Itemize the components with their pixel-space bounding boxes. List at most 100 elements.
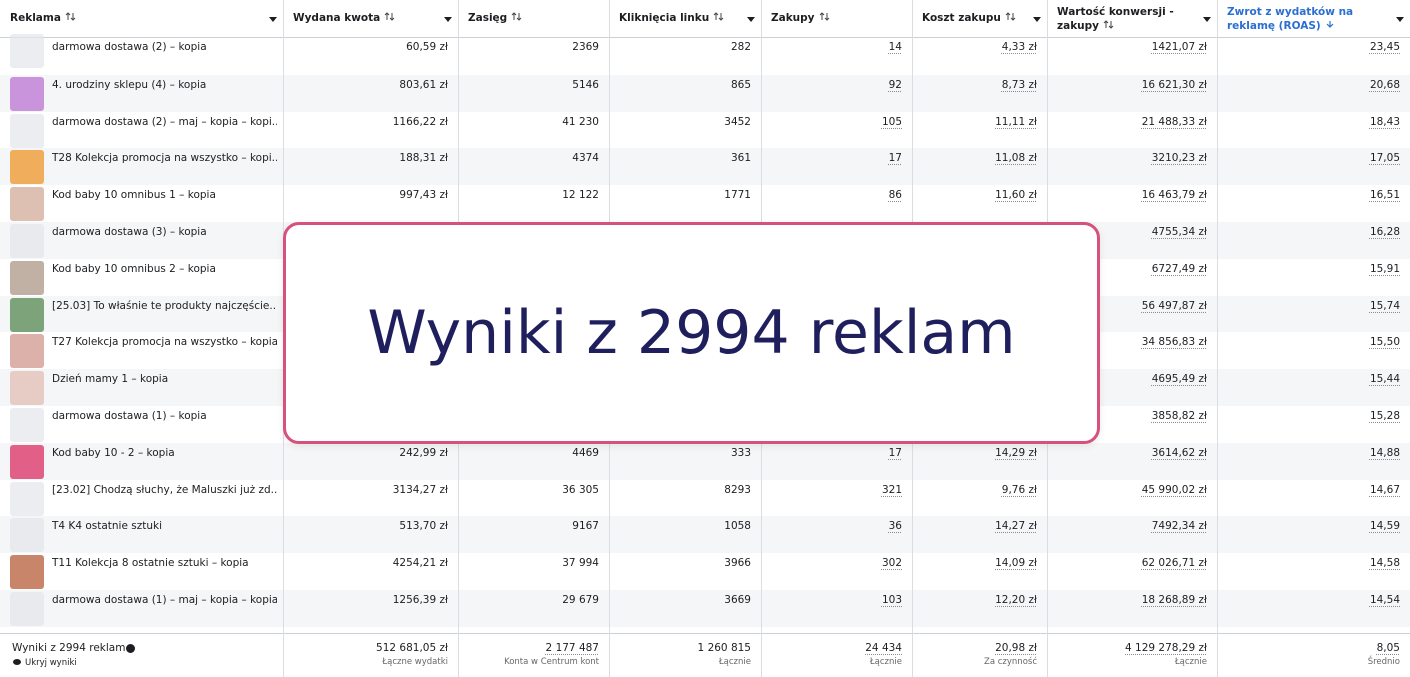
column-header[interactable]: Zakupy xyxy=(771,11,888,25)
cell-value: 6727,49 zł xyxy=(1151,262,1207,275)
dropdown-arrow[interactable] xyxy=(747,17,755,22)
cell-value: 4,33 zł xyxy=(1001,41,1037,53)
cell-value: 15,44 xyxy=(1369,373,1400,386)
ad-name[interactable]: T4 K4 ostatnie sztuki xyxy=(52,520,163,533)
cell-value: 302 xyxy=(881,557,902,570)
sort-icon[interactable] xyxy=(65,12,76,21)
sort-icon[interactable] xyxy=(1325,20,1336,29)
total-label: Za czynność xyxy=(984,657,1037,667)
total-value: 4 129 278,29 zł xyxy=(1125,642,1207,654)
cell-value: 14,67 xyxy=(1369,483,1400,496)
cell-value: 12,20 zł xyxy=(995,594,1037,606)
footer-title: Wyniki z 2994 reklam xyxy=(12,642,126,654)
ad-name[interactable]: darmowa dostawa (3) – kopia xyxy=(52,226,207,238)
ad-name[interactable]: T27 Kolekcja promocja na wszystko – kopi… xyxy=(52,336,277,349)
sort-icon[interactable] xyxy=(384,12,395,21)
cell-value: 4755,34 zł xyxy=(1151,226,1207,238)
cell-value: 1771 xyxy=(724,189,751,202)
overlay-text: Wyniki z 2994 reklam xyxy=(367,298,1016,368)
dropdown-arrow[interactable] xyxy=(1033,17,1041,22)
cell-value: 16,51 xyxy=(1369,189,1400,202)
total-value: 512 681,05 zł xyxy=(376,642,448,654)
cell-value: 105 xyxy=(881,115,902,128)
cell-value: 14,88 xyxy=(1369,446,1400,459)
cell-value: 11,11 zł xyxy=(995,115,1037,128)
dropdown-arrow[interactable] xyxy=(1396,17,1404,22)
column-header[interactable]: Zwrot z wydatków na reklamę (ROAS) xyxy=(1227,6,1354,32)
row-background xyxy=(0,148,1410,186)
cell-value: 282 xyxy=(730,41,751,53)
ad-name[interactable]: Kod baby 10 omnibus 2 – kopia xyxy=(52,262,216,275)
ad-name[interactable]: T11 Kolekcja 8 ostatnie sztuki – kopia xyxy=(52,557,249,570)
thumbnail xyxy=(10,34,44,68)
row-background xyxy=(0,442,1410,480)
cell-value: 15,74 xyxy=(1369,299,1400,312)
cell-value: 18,43 xyxy=(1369,115,1400,128)
dropdown-arrow[interactable] xyxy=(1203,17,1211,22)
ad-name[interactable]: [25.03] To właśnie te produkty najczęści… xyxy=(52,299,277,312)
column-header[interactable]: Kliknięcia linku xyxy=(619,11,737,25)
cell-value: 92 xyxy=(888,78,902,91)
column-header[interactable]: Wydana kwota xyxy=(293,11,434,25)
cell-value: 17,05 xyxy=(1369,152,1400,165)
cell-value: 333 xyxy=(730,446,751,459)
ad-name[interactable]: darmowa dostawa (2) – maj – kopia – kopi… xyxy=(52,115,277,128)
sort-icon[interactable] xyxy=(1103,20,1114,29)
dropdown-arrow[interactable] xyxy=(444,17,452,22)
column-divider xyxy=(1217,0,1218,677)
ad-name[interactable]: darmowa dostawa (1) – kopia xyxy=(52,410,207,422)
thumbnail xyxy=(10,187,44,222)
ad-name[interactable]: 4. urodziny sklepu (4) – kopia xyxy=(52,78,207,91)
cell-value: 8293 xyxy=(724,483,751,496)
cell-value: 17 xyxy=(888,446,902,459)
cell-value: 14,29 zł xyxy=(995,446,1037,459)
cell-value: 103 xyxy=(881,594,902,606)
cell-value: 56 497,87 zł xyxy=(1141,299,1207,312)
cell-value: 14,54 xyxy=(1369,594,1400,606)
cell-value: 20,68 xyxy=(1369,78,1400,91)
sort-icon[interactable] xyxy=(713,12,724,21)
total-label: Średnio xyxy=(1367,657,1400,667)
cell-value: 188,31 zł xyxy=(399,152,448,165)
thumbnail xyxy=(10,224,44,258)
ad-name[interactable]: Kod baby 10 omnibus 1 – kopia xyxy=(52,189,216,202)
cell-value: 3134,27 zł xyxy=(392,483,448,496)
ad-name[interactable]: T28 Kolekcja promocja na wszystko – kopi… xyxy=(52,152,277,165)
sort-icon[interactable] xyxy=(511,12,522,21)
ad-name[interactable]: [23.02] Chodzą słuchy, że Maluszki już z… xyxy=(52,483,277,496)
column-header[interactable]: Reklama xyxy=(10,11,259,25)
column-header[interactable]: Zasięg xyxy=(468,11,585,25)
cell-value: 3452 xyxy=(724,115,751,128)
cell-value: 14,27 zł xyxy=(995,520,1037,533)
cell-value: 4254,21 zł xyxy=(392,557,448,570)
cell-value: 3210,23 zł xyxy=(1151,152,1207,165)
cell-value: 3614,62 zł xyxy=(1151,446,1207,459)
cell-value: 8,73 zł xyxy=(1001,78,1037,91)
cell-value: 3669 xyxy=(724,594,751,606)
cell-value: 41 230 xyxy=(562,115,599,128)
column-header[interactable]: Wartość konwersji - zakupy xyxy=(1057,6,1174,32)
cell-value: 3858,82 zł xyxy=(1151,410,1207,422)
sort-icon[interactable] xyxy=(1005,12,1016,21)
hide-results-link[interactable]: Ukryj wyniki xyxy=(25,658,77,668)
cell-value: 36 305 xyxy=(562,483,599,496)
thumbnail xyxy=(10,408,44,442)
sort-icon[interactable] xyxy=(819,12,830,21)
cell-value: 21 488,33 zł xyxy=(1141,115,1207,128)
total-value: 2 177 487 xyxy=(545,642,599,654)
cell-value: 997,43 zł xyxy=(399,189,448,202)
cell-value: 865 xyxy=(730,78,751,91)
cell-value: 36 xyxy=(888,520,902,533)
total-value: 8,05 xyxy=(1376,642,1400,654)
dropdown-arrow[interactable] xyxy=(269,17,277,22)
table-footer xyxy=(0,633,1410,677)
ad-name[interactable]: darmowa dostawa (2) – kopia xyxy=(52,41,207,53)
ad-name[interactable]: Dzień mamy 1 – kopia xyxy=(52,373,169,386)
cell-value: 11,08 zł xyxy=(995,152,1037,165)
ad-name[interactable]: darmowa dostawa (1) – maj – kopia – kopi… xyxy=(52,594,277,606)
cell-value: 18 268,89 zł xyxy=(1141,594,1207,606)
cell-value: 321 xyxy=(881,483,902,496)
column-header[interactable]: Koszt zakupu xyxy=(922,11,1023,25)
cell-value: 37 994 xyxy=(562,557,599,570)
ad-name[interactable]: Kod baby 10 - 2 – kopia xyxy=(52,446,175,459)
